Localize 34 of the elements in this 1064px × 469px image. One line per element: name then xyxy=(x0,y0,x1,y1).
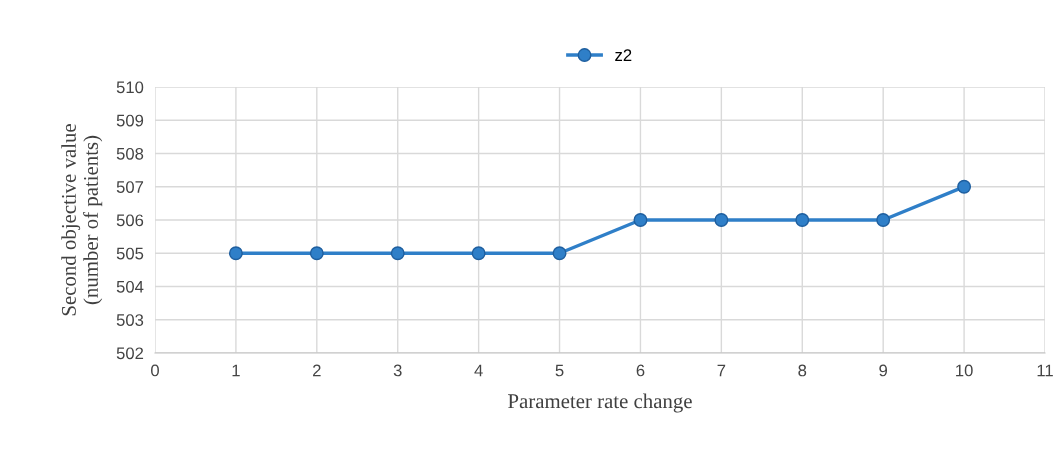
x-tick-label: 1 xyxy=(232,364,240,377)
y-tick-label: 504 xyxy=(116,280,144,293)
y-tick-label: 505 xyxy=(116,247,144,260)
point xyxy=(309,246,324,261)
x-tick-label: 9 xyxy=(879,364,888,377)
y-tick-label: 506 xyxy=(116,214,144,227)
x-tick-label: 0 xyxy=(151,364,159,377)
point xyxy=(552,246,567,261)
legend-label: z2 xyxy=(615,49,632,61)
point xyxy=(390,246,405,261)
y-tick-label: 503 xyxy=(116,314,144,326)
y-tick-label: 507 xyxy=(116,181,144,193)
x-tick-label: 2 xyxy=(313,364,321,377)
y-tick-label: 508 xyxy=(116,147,144,160)
x-tick-label: 10 xyxy=(956,364,973,377)
point xyxy=(795,213,810,227)
y-tick-label: 510 xyxy=(116,81,144,94)
point xyxy=(471,246,486,261)
x-tick-label: 7 xyxy=(717,364,726,377)
point xyxy=(876,213,891,227)
point xyxy=(714,213,729,227)
y-tick-label: 502 xyxy=(116,347,144,360)
x-tick-label: 8 xyxy=(798,364,807,377)
point xyxy=(957,179,972,194)
y-axis-title: Second objective value (number of patients) xyxy=(61,124,103,316)
x-tick-label: 6 xyxy=(636,364,645,377)
x-axis-title: Parameter rate change xyxy=(508,393,692,413)
point xyxy=(633,213,648,227)
x-tick-label: 3 xyxy=(393,364,402,377)
y-tick-label: 509 xyxy=(116,114,144,127)
x-tick-label: 4 xyxy=(474,364,483,377)
point xyxy=(228,246,243,261)
x-tick-label: 11 xyxy=(1037,364,1053,377)
x-tick-label: 5 xyxy=(555,364,564,377)
